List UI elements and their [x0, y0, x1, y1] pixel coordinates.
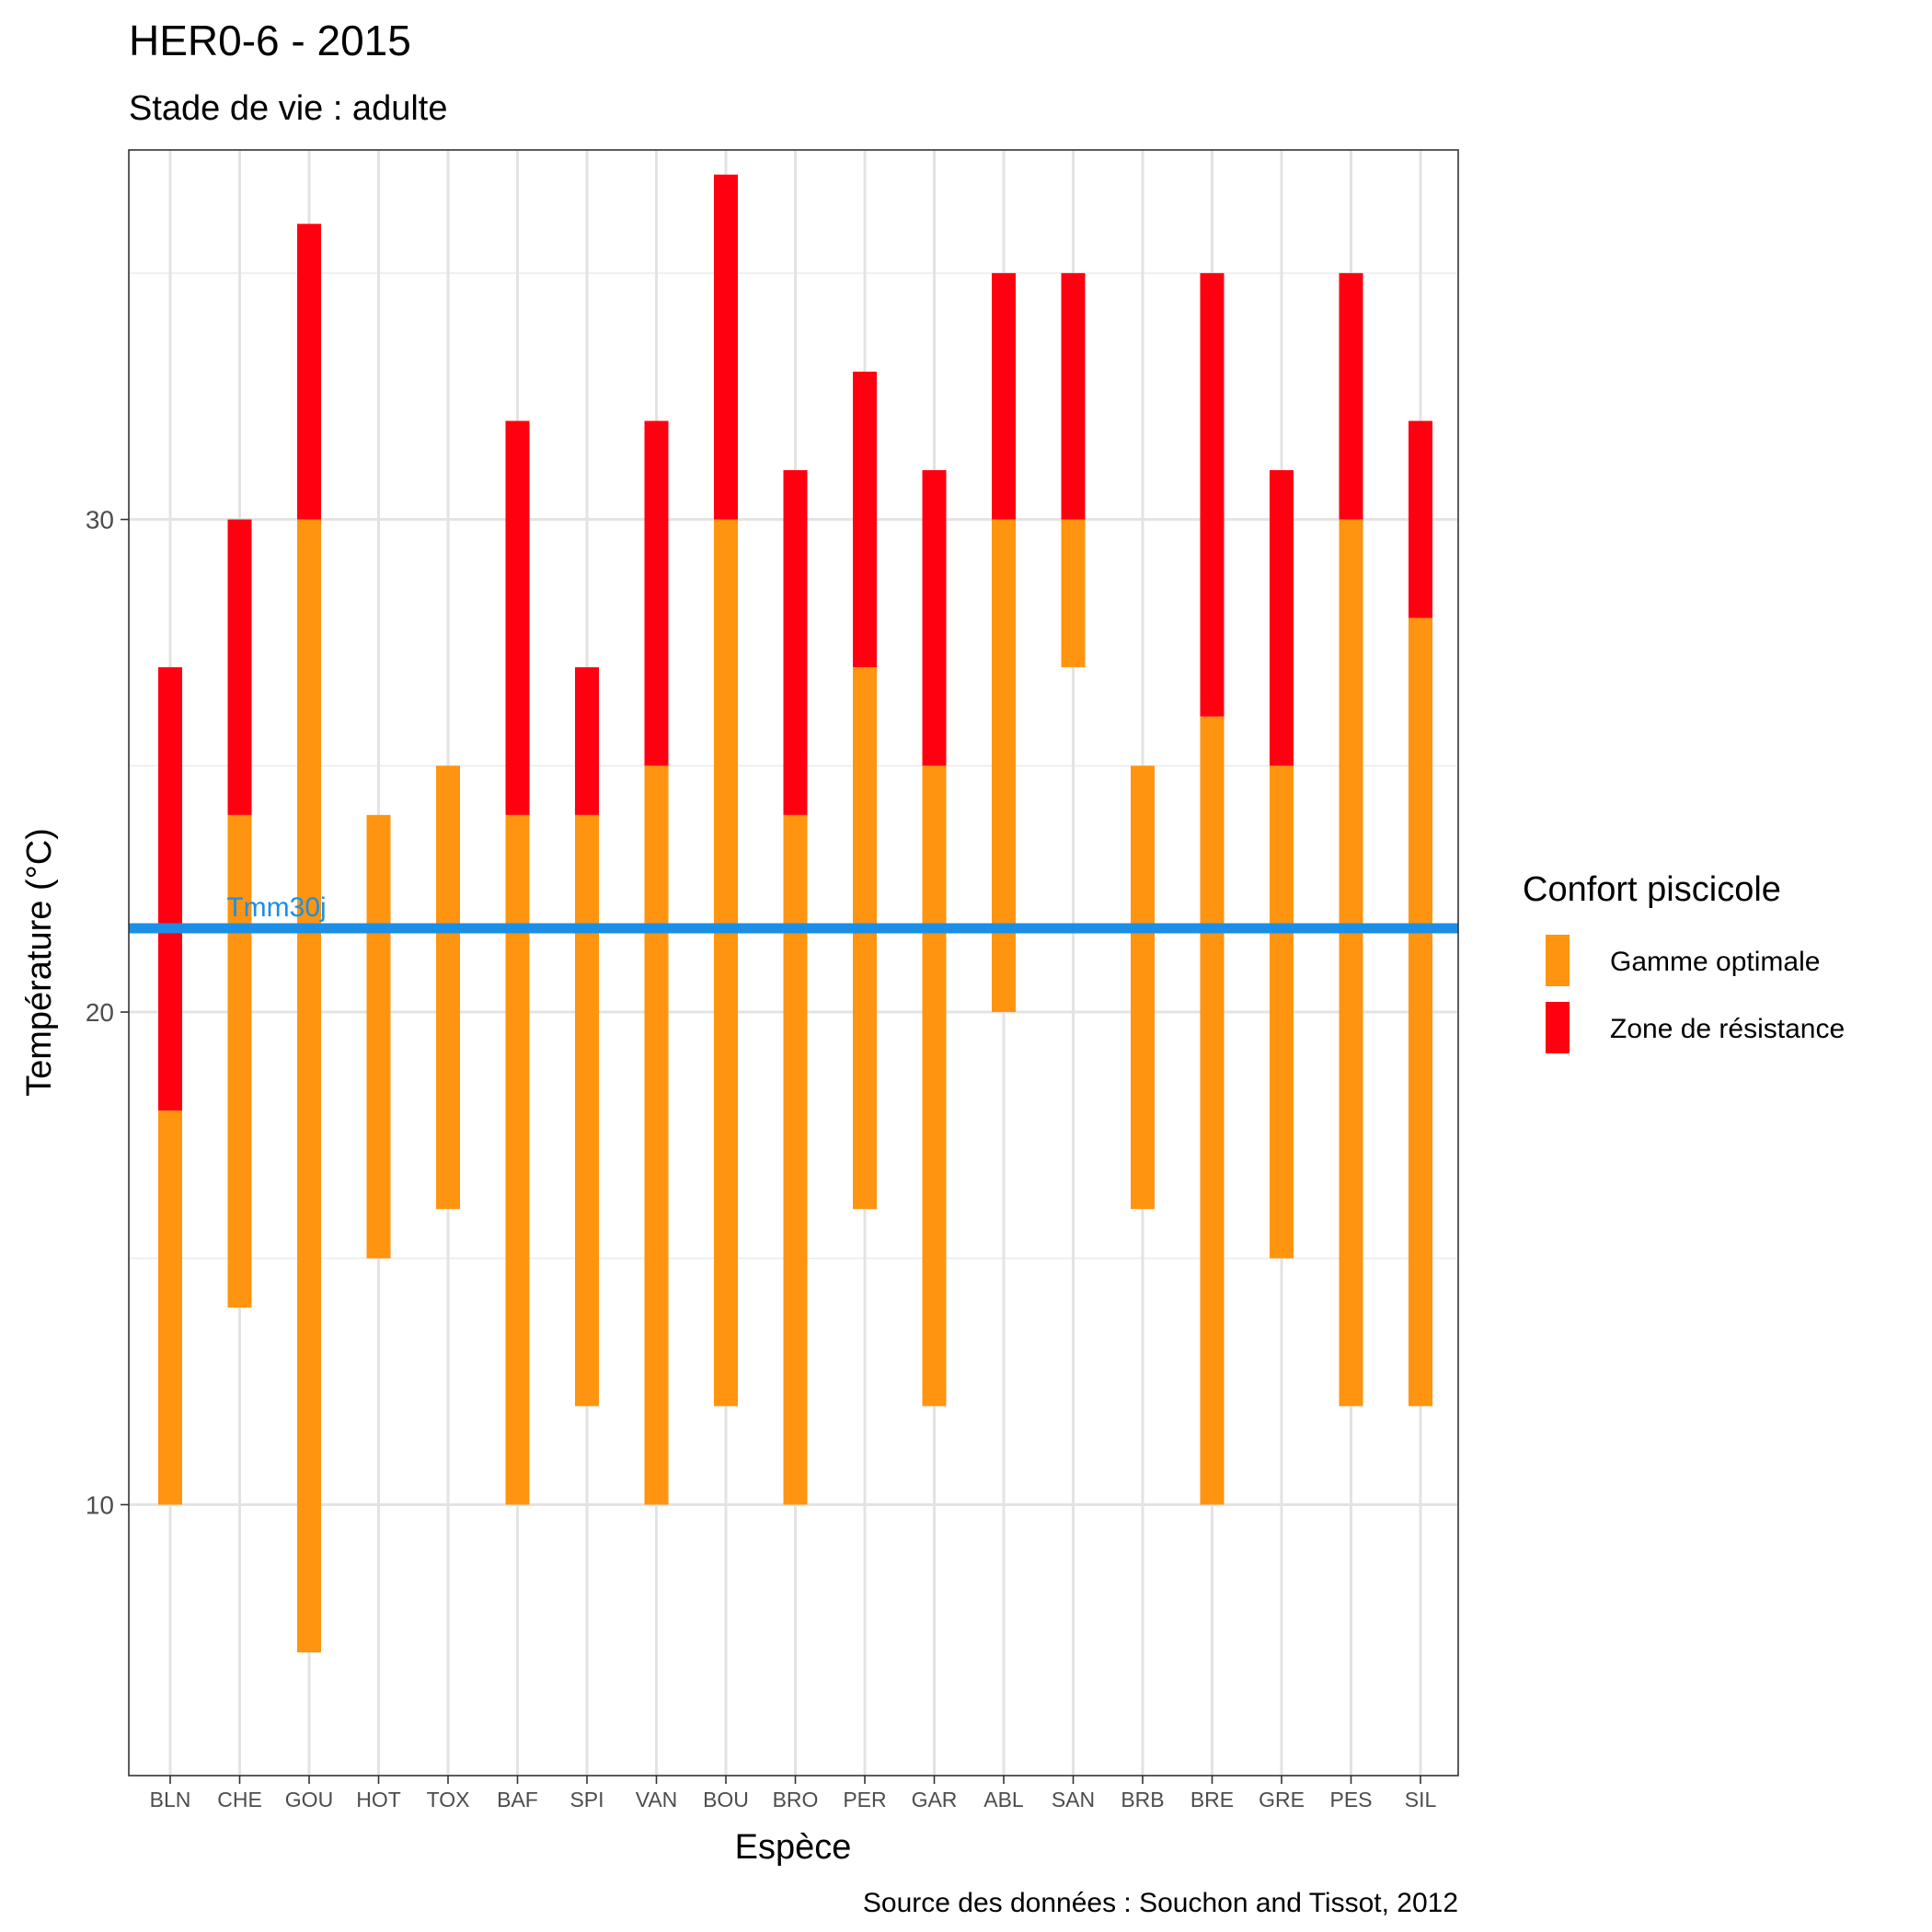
- bar-gou-resistance: [297, 224, 321, 520]
- legend-key-zone-de-resistance: [1546, 1002, 1570, 1053]
- bar-pes-optimal: [1339, 519, 1363, 1407]
- bar-bro-resistance: [783, 470, 808, 815]
- x-tick-label-spi: SPI: [569, 1788, 604, 1811]
- x-tick-label-bou: BOU: [703, 1788, 749, 1811]
- bar-tox-optimal: [436, 765, 460, 1210]
- x-tick-label-tox: TOX: [427, 1788, 470, 1811]
- legend-label-gamme-optimale: Gamme optimale: [1610, 947, 1820, 977]
- bar-baf-resistance: [505, 420, 530, 815]
- x-tick-label-per: PER: [843, 1788, 886, 1811]
- x-axis-title: Espèce: [735, 1828, 852, 1867]
- bar-van-resistance: [644, 420, 669, 766]
- bar-san-optimal: [1061, 519, 1086, 668]
- x-tick-label-hot: HOT: [356, 1788, 401, 1811]
- x-tick-label-pes: PES: [1329, 1788, 1372, 1811]
- bar-bln-optimal: [158, 1110, 182, 1505]
- x-tick-label-gou: GOU: [285, 1788, 333, 1811]
- bar-per-resistance: [853, 371, 877, 668]
- bar-van-optimal: [644, 765, 669, 1505]
- bar-gar-optimal: [922, 765, 947, 1407]
- x-tick-label-san: SAN: [1052, 1788, 1095, 1811]
- bar-che-optimal: [227, 814, 252, 1308]
- y-axis: 10 20 30: [86, 506, 129, 1520]
- bar-per-optimal: [853, 667, 877, 1210]
- bar-gre-resistance: [1270, 470, 1294, 766]
- bar-bre-resistance: [1200, 272, 1225, 717]
- x-tick-label-gar: GAR: [912, 1788, 958, 1811]
- bar-bre-optimal: [1200, 716, 1225, 1505]
- chart-subtitle: Stade de vie : adulte: [129, 89, 447, 128]
- x-tick-label-baf: BAF: [497, 1788, 538, 1811]
- bar-brb-optimal: [1131, 765, 1155, 1210]
- bar-che-resistance: [227, 519, 252, 815]
- y-tick-label: 20: [86, 998, 114, 1027]
- y-tick-label: 10: [86, 1491, 114, 1520]
- bar-bln-resistance: [158, 667, 182, 1111]
- bar-pes-resistance: [1339, 272, 1363, 520]
- x-tick-label-che: CHE: [217, 1788, 262, 1811]
- bar-gar-resistance: [922, 470, 947, 766]
- bar-baf-optimal: [505, 814, 530, 1505]
- reference-line-label: Tmm30j: [226, 892, 326, 923]
- bar-sil-optimal: [1409, 617, 1432, 1407]
- bar-bro-optimal: [783, 814, 808, 1505]
- x-tick-label-brb: BRB: [1121, 1788, 1164, 1811]
- legend: Confort piscicole Gamme optimale Zone de…: [1523, 870, 1845, 1053]
- x-tick-label-bre: BRE: [1190, 1788, 1234, 1811]
- x-tick-label-sil: SIL: [1405, 1788, 1437, 1811]
- bar-san-resistance: [1061, 272, 1086, 520]
- reference-line-group: Tmm30j: [129, 892, 1458, 934]
- caption: Source des données : Souchon and Tissot,…: [863, 1888, 1458, 1918]
- legend-key-gamme-optimale: [1546, 935, 1570, 986]
- bar-bou-resistance: [714, 174, 738, 520]
- bar-spi-optimal: [575, 814, 599, 1407]
- legend-label-zone-de-resistance: Zone de résistance: [1610, 1014, 1845, 1044]
- bar-gre-optimal: [1270, 765, 1294, 1259]
- bar-abl-resistance: [992, 272, 1016, 520]
- x-tick-label-bro: BRO: [773, 1788, 819, 1811]
- x-tick-label-gre: GRE: [1259, 1788, 1305, 1811]
- panel-border: [128, 149, 1459, 1777]
- plot-panel: Tmm30j: [128, 149, 1459, 1777]
- bar-sil-resistance: [1409, 420, 1432, 618]
- y-tick-label: 30: [86, 506, 114, 535]
- bars: [158, 174, 1432, 1653]
- legend-title: Confort piscicole: [1523, 870, 1781, 909]
- bar-bou-optimal: [714, 519, 738, 1407]
- bar-gou-optimal: [297, 519, 321, 1653]
- bar-hot-optimal: [366, 814, 391, 1259]
- x-tick-label-abl: ABL: [983, 1788, 1024, 1811]
- x-tick-label-bln: BLN: [150, 1788, 191, 1811]
- bar-spi-resistance: [575, 667, 599, 815]
- chart-title: HER0-6 - 2015: [129, 17, 411, 64]
- bar-abl-optimal: [992, 519, 1016, 1013]
- x-tick-label-van: VAN: [636, 1788, 678, 1811]
- x-axis: BLN CHE GOU HOT TOX BAF SPI VAN BOU BRO PER GAR ABL S…: [150, 1776, 1437, 1811]
- y-axis-title: Température (°C): [20, 828, 59, 1097]
